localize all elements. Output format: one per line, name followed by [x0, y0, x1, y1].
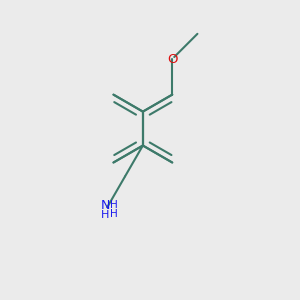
Text: O: O [167, 52, 178, 65]
Text: H: H [110, 200, 118, 211]
Text: H: H [101, 210, 110, 220]
Text: H: H [110, 209, 118, 219]
Text: N: N [101, 199, 110, 212]
